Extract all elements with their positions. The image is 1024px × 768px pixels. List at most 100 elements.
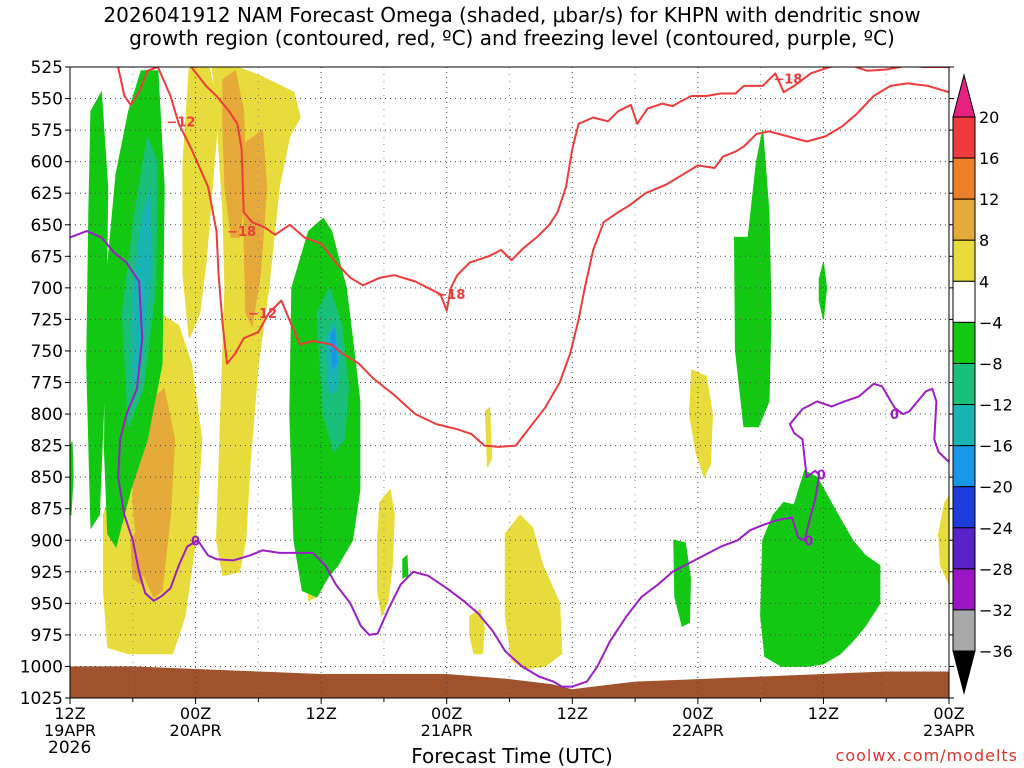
y-tick-label: 850 — [31, 468, 63, 488]
colorbar-label: 4 — [979, 272, 989, 291]
x-tick-date: 19APR — [44, 721, 96, 740]
colorbar-label: −28 — [979, 560, 1013, 579]
y-tick-label: 1025 — [20, 689, 63, 709]
y-tick-label: 1000 — [20, 657, 63, 677]
x-tick-label: 00Z — [682, 704, 713, 723]
colorbar-bin — [952, 116, 976, 159]
x-tick-label: 12Z — [305, 704, 336, 723]
colorbar-bin — [952, 527, 976, 570]
y-tick-label: 950 — [31, 594, 63, 614]
y-tick-label: 675 — [31, 247, 63, 267]
freezing-contour-label: 0 — [817, 469, 826, 484]
chart-title: 2026041912 NAM Forecast Omega (shaded, μ… — [0, 4, 1024, 50]
colorbar-top-triangle — [952, 73, 976, 118]
colorbar-label: 12 — [979, 190, 999, 209]
omega-positive-region — [504, 514, 563, 670]
y-tick-label: 800 — [31, 405, 63, 425]
grid — [70, 67, 949, 698]
x-tick-label: 12Z — [808, 704, 839, 723]
x-tick-date: 22APR — [672, 721, 724, 740]
colorbar-label: −4 — [979, 313, 1003, 332]
colorbar-label: −16 — [979, 437, 1013, 456]
omega-shading — [70, 67, 949, 670]
start-year: 2026 — [48, 738, 92, 758]
colorbar-label: −24 — [979, 519, 1013, 538]
colorbar-bin — [952, 239, 976, 282]
colorbar-bin — [952, 486, 976, 529]
x-tick-label: 00Z — [431, 704, 462, 723]
x-tick-label: 12Z — [557, 704, 588, 723]
colorbar-bin — [952, 157, 976, 200]
y-tick-label: 925 — [31, 563, 63, 583]
omega-negative-region — [733, 130, 772, 428]
omega-positive-region — [484, 406, 493, 468]
credit-link[interactable]: coolwx.com/modelts — [835, 746, 1018, 765]
freezing-contour-label: 0 — [890, 408, 899, 423]
freezing-contour-label: 0 — [191, 534, 200, 549]
y-tick-label: 650 — [31, 216, 63, 236]
colorbar-bin — [952, 362, 976, 406]
omega-negative-region — [760, 470, 881, 667]
omega-positive-region — [937, 495, 949, 585]
y-tick-label: 900 — [31, 531, 63, 551]
colorbar-label: −20 — [979, 478, 1013, 497]
y-tick-label: 600 — [31, 153, 63, 173]
omega-positive-region — [243, 129, 268, 328]
x-axis-label: Forecast Time (UTC) — [411, 744, 613, 768]
x-tick-date: 21APR — [421, 721, 473, 740]
chart-title-line2: growth region (contoured, red, ºC) and f… — [129, 26, 895, 50]
y-tick-label: 825 — [31, 437, 63, 457]
colorbar-label: 16 — [979, 149, 999, 168]
dgz-contour-label: −18 — [436, 288, 465, 303]
dgz-contour-label: −12 — [248, 307, 277, 322]
y-tick-label: 750 — [31, 342, 63, 362]
colorbar-bin — [952, 321, 976, 364]
y-tick-label: 625 — [31, 184, 63, 204]
freezing-contour-line — [70, 230, 949, 688]
x-tick-label: 00Z — [180, 704, 211, 723]
y-tick-label: 975 — [31, 626, 63, 646]
dgz-contour-label: −12 — [166, 115, 195, 130]
colorbar-bin — [952, 568, 976, 611]
omega-positive-region — [688, 369, 714, 479]
colorbar-bottom-triangle — [952, 650, 976, 695]
colorbar-label: −12 — [979, 396, 1013, 415]
y-tick-label: 525 — [31, 58, 63, 78]
y-axis: 525 550 575 600 625 650 675 700 725 750 775 800 825 8… — [20, 58, 954, 709]
colorbar-label: 20 — [979, 108, 999, 127]
ground-layer — [70, 666, 949, 698]
colorbar-bin — [952, 445, 976, 488]
colorbar-label: −36 — [979, 642, 1013, 661]
omega-negative-region — [330, 326, 338, 370]
colorbar-label: −32 — [979, 601, 1013, 620]
colorbar-label: −8 — [979, 354, 1003, 373]
omega-negative-region — [673, 539, 692, 627]
y-tick-label: 700 — [31, 279, 63, 299]
y-tick-label: 575 — [31, 121, 63, 141]
contours — [70, 67, 949, 688]
dgz-contour-label: −18 — [227, 225, 256, 240]
omega-positive-region — [377, 488, 395, 618]
dgz-contour-line — [190, 67, 831, 312]
omega-negative-region — [402, 554, 409, 579]
omega-negative-region — [86, 90, 109, 530]
ground-fill — [70, 666, 949, 698]
colorbar: 20 16 12 8 4 −4 −8 −12 −16 −20 −24 −28 −32 −36 — [952, 73, 1013, 695]
colorbar-bin — [952, 404, 976, 447]
omega-positive-region — [469, 608, 485, 655]
dgz-contour-line — [117, 67, 949, 448]
chart-title-line1: 2026041912 NAM Forecast Omega (shaded, μ… — [103, 3, 921, 27]
colorbar-bin — [952, 609, 976, 652]
omega-negative-region — [818, 262, 828, 320]
y-tick-label: 775 — [31, 374, 63, 394]
omega-negative-region — [70, 441, 74, 516]
colorbar-label: 8 — [979, 231, 989, 250]
colorbar-bin — [952, 280, 976, 323]
x-tick-label: 00Z — [933, 704, 964, 723]
x-tick-date: 20APR — [170, 721, 222, 740]
colorbar-bin — [952, 198, 976, 241]
freezing-contour-label: 0 — [804, 534, 813, 549]
omega-positive-region — [222, 69, 247, 238]
